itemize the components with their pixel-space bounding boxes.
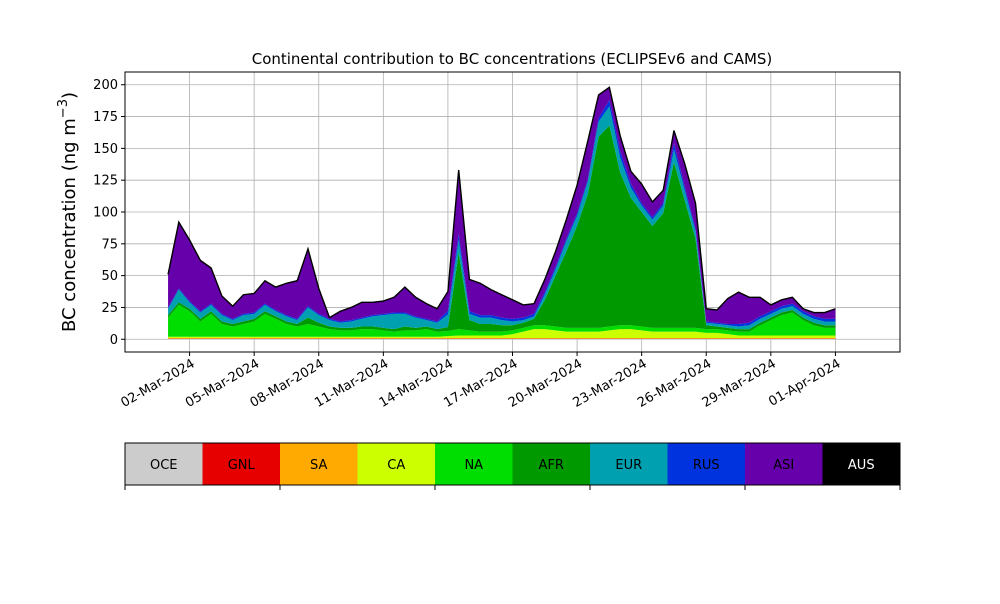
x-tick-label: 29-Mar-2024 bbox=[700, 356, 779, 410]
x-tick-label: 01-Apr-2024 bbox=[766, 356, 843, 409]
total-outline bbox=[168, 87, 835, 317]
y-tick-label: 150 bbox=[93, 142, 118, 157]
y-tick-label: 0 bbox=[110, 333, 118, 348]
legend-label-asi: ASI bbox=[773, 458, 794, 473]
y-axis-label-main: BC concentration (ng m bbox=[59, 118, 80, 332]
y-axis-label: BC concentration (ng m−3) bbox=[56, 92, 80, 332]
legend-label-rus: RUS bbox=[693, 458, 720, 473]
legend-label-na: NA bbox=[464, 458, 483, 473]
stacked-areas bbox=[168, 87, 835, 339]
y-axis-label-exponent: −3 bbox=[56, 99, 71, 118]
y-tick-label: 100 bbox=[93, 206, 118, 221]
axes: 025507510012515017520002-Mar-202405-Mar-… bbox=[93, 72, 900, 411]
legend-label-oce: OCE bbox=[150, 458, 178, 473]
legend-label-afr: AFR bbox=[539, 458, 564, 473]
area-sa bbox=[168, 338, 835, 339]
legend-label-sa: SA bbox=[310, 458, 327, 473]
y-tick-label: 200 bbox=[93, 78, 118, 93]
legend-label-ca: CA bbox=[387, 458, 405, 473]
legend-colorbar: OCE GNL SA CA NA AFR EUR RUS ASI AUS bbox=[125, 443, 900, 490]
y-tick-label: 25 bbox=[101, 301, 118, 316]
legend-label-aus: AUS bbox=[848, 458, 875, 473]
y-tick-label: 125 bbox=[93, 174, 118, 189]
legend-label-gnl: GNL bbox=[228, 458, 256, 473]
y-tick-label: 75 bbox=[101, 237, 118, 252]
y-axis-label-close: ) bbox=[59, 92, 80, 99]
y-tick-label: 175 bbox=[93, 110, 118, 125]
chart-title: Continental contribution to BC concentra… bbox=[252, 50, 773, 68]
area-asi bbox=[168, 87, 835, 324]
legend-label-eur: EUR bbox=[615, 458, 642, 473]
y-tick-label: 50 bbox=[101, 269, 118, 284]
